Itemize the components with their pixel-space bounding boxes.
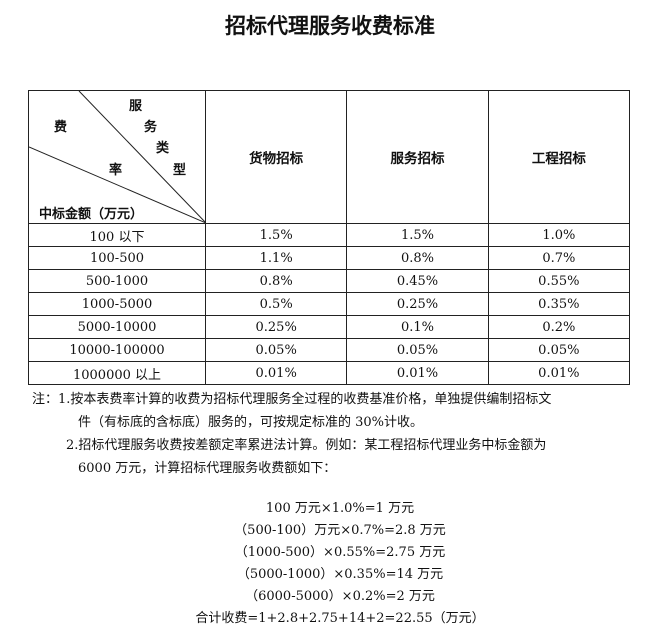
table-row: 1000-5000 0.5% 0.25% 0.35% [28,292,631,316]
corner-service-4: 型 [173,163,187,178]
rate-cell: 0.05% [204,338,348,362]
calculation-example: 100 万元×1.0%=1 万元 （500-100）万元×0.7%=2.8 万元 （… [0,498,660,630]
amount-range: 10000-100000 [28,338,206,362]
table-row: 5000-10000 0.25% 0.1% 0.2% [28,315,631,339]
calculation-line: （5000-1000）×0.35%=14 万元 [236,567,444,582]
table-row: 500-1000 0.8% 0.45% 0.55% [28,269,631,293]
table-row: 10000-100000 0.05% 0.05% 0.05% [28,338,631,362]
note-1: 注：1.按本表费率计算的收费为招标代理服务全过程的收费基准价格，单独提供编制招标… [32,392,552,407]
rate-cell: 0.7% [487,246,631,270]
corner-cell: 服 务 类 型 费 率 中标金额（万元） [28,90,206,224]
corner-rate: 率 [109,163,123,178]
rate-cell: 1.5% [204,223,348,247]
calculation-line: （1000-500）×0.55%=2.75 万元 [234,545,446,560]
amount-range: 1000-5000 [28,292,206,316]
calculation-line: （500-100）万元×0.7%=2.8 万元 [234,523,446,538]
column-header: 工程招标 [487,90,631,224]
corner-service-2: 务 [144,120,158,135]
notes: 注：1.按本表费率计算的收费为招标代理服务全过程的收费基准价格，单独提供编制招标… [32,388,652,480]
fee-table: 服 务 类 型 费 率 中标金额（万元） 货物招标 服务招标 工程招标 100 … [28,90,631,385]
amount-range: 1000000 以上 [28,361,206,385]
calculation-line: （6000-5000）×0.2%=2 万元 [245,589,435,604]
rate-cell: 0.01% [487,361,631,385]
rate-cell: 0.8% [346,246,489,270]
column-header: 服务招标 [346,90,489,224]
amount-range: 5000-10000 [28,315,206,339]
amount-range: 100 以下 [28,223,206,247]
note-1-cont: 件（有标底的含标底）服务的，可按规定标准的 30%计收。 [78,415,424,430]
calculation-line: 合计收费=1+2.8+2.75+14+2=22.55（万元） [195,611,485,626]
rate-cell: 0.1% [346,315,489,339]
rate-cell: 0.25% [346,292,489,316]
table-header-row: 服 务 类 型 费 率 中标金额（万元） 货物招标 服务招标 工程招标 [28,90,631,224]
table-row: 1000000 以上 0.01% 0.01% 0.01% [28,361,631,385]
rate-cell: 0.35% [487,292,631,316]
rate-cell: 0.5% [204,292,348,316]
corner-service-3: 类 [156,141,170,156]
rate-cell: 0.01% [346,361,489,385]
corner-amount: 中标金额（万元） [39,207,144,222]
amount-range: 500-1000 [28,269,206,293]
amount-range: 100-500 [28,246,206,270]
page-title: 招标代理服务收费标准 [225,14,435,38]
rate-cell: 0.25% [204,315,348,339]
corner-service-1: 服 [129,99,143,114]
column-header: 货物招标 [204,90,348,224]
rate-cell: 0.01% [204,361,348,385]
rate-cell: 0.8% [204,269,348,293]
calculation-line: 100 万元×1.0%=1 万元 [265,501,415,516]
rate-cell: 1.0% [487,223,631,247]
table-row: 100-500 1.1% 0.8% 0.7% [28,246,631,270]
rate-cell: 0.2% [487,315,631,339]
note-2-cont: 6000 万元，计算招标代理服务收费额如下： [78,461,337,476]
note-2: 2.招标代理服务收费按差额定率累进法计算。例如：某工程招标代理业务中标金额为 [66,438,547,453]
rate-cell: 0.55% [487,269,631,293]
corner-fee: 费 [54,120,68,135]
diagonal-lines [29,91,206,223]
rate-cell: 0.45% [346,269,489,293]
rate-cell: 0.05% [487,338,631,362]
rate-cell: 1.5% [346,223,489,247]
table-row: 100 以下 1.5% 1.5% 1.0% [28,223,631,247]
rate-cell: 0.05% [346,338,489,362]
rate-cell: 1.1% [204,246,348,270]
